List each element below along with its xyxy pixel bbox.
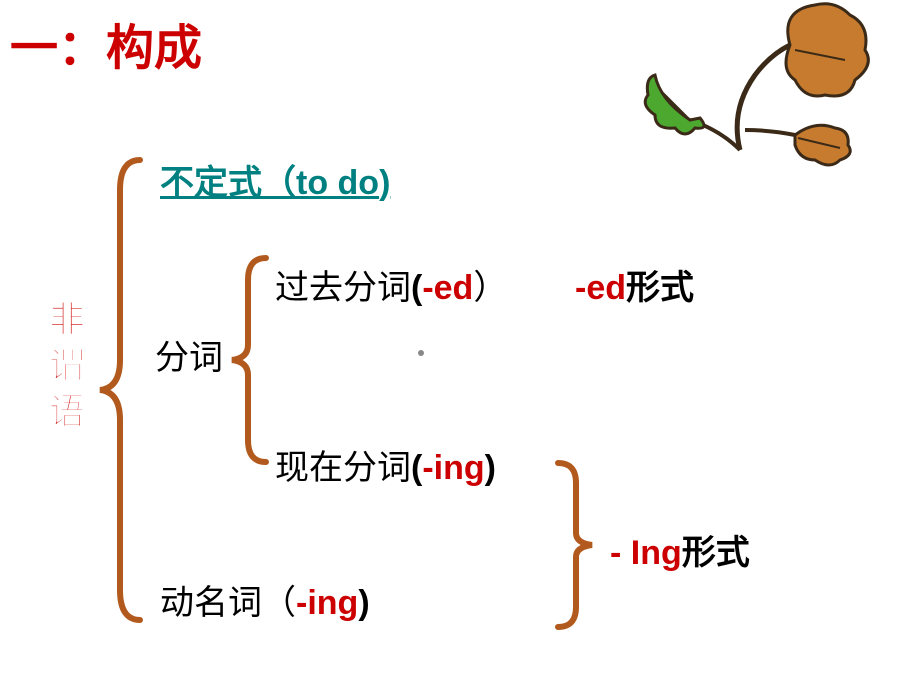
gerund-item: 动名词（-ing): [160, 575, 370, 624]
ed-en: -ed: [575, 269, 626, 307]
gerund-close: ): [358, 584, 369, 622]
prp-cn: 现在分词: [275, 449, 411, 487]
fenci-label: 分词: [155, 330, 223, 379]
infinitive-en: to do: [296, 164, 379, 202]
pp-en: -ed: [422, 269, 473, 307]
infinitive-cn: 不定式（: [160, 164, 296, 202]
prp-en: -ing: [422, 449, 484, 487]
pp-open: (: [411, 269, 422, 307]
main-brace: [90, 150, 150, 635]
gerund-cn: 动名词（: [160, 584, 296, 622]
page-title: 一：构成: [10, 8, 202, 78]
gerund-en: -ing: [296, 584, 358, 622]
ing-cn: 形式: [682, 534, 750, 572]
ed-form-label: -ed形式: [575, 260, 694, 309]
prp-close: ): [485, 449, 496, 487]
ing-form-label: - Ing形式: [610, 525, 750, 574]
pp-cn: 过去分词: [275, 269, 411, 307]
dot-indicator: [418, 350, 424, 356]
root-label: 非谓语: [38, 300, 90, 438]
fenci-brace: [224, 250, 274, 475]
ing-en: - Ing: [610, 534, 682, 572]
prp-open: (: [411, 449, 422, 487]
pp-close: ）: [473, 269, 507, 307]
present-participle-item: 现在分词(-ing): [275, 440, 496, 489]
leaves-decoration: [600, 0, 880, 170]
past-participle-item: 过去分词(-ed）: [275, 260, 507, 309]
infinitive-close: ): [379, 164, 390, 202]
ing-brace: [550, 455, 600, 640]
ed-cn: 形式: [626, 269, 694, 307]
infinitive-item: 不定式（to do): [160, 155, 390, 204]
